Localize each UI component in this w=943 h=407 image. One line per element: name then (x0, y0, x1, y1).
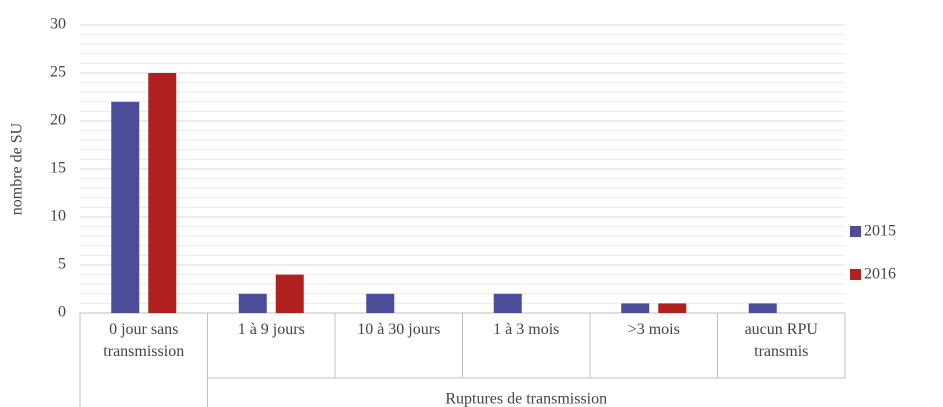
x-tick-label: 1 à 3 mois (493, 321, 560, 338)
y-tick-label: 10 (50, 208, 66, 225)
legend-label: 2015 (864, 223, 896, 240)
x-tick-label: 0 jour sans transmission (103, 321, 185, 360)
bar (748, 303, 777, 313)
bar (658, 303, 687, 313)
y-tick-label: 30 (50, 16, 66, 33)
y-tick-label: 0 (58, 304, 66, 321)
y-tick-label: 5 (58, 256, 66, 273)
legend-swatch (850, 226, 861, 237)
bar (238, 293, 267, 313)
x-tick-label: aucun RPU transmis (744, 321, 818, 360)
x-tick-label: 10 à 30 jours (357, 321, 441, 338)
y-tick-label: 25 (50, 64, 66, 81)
x-tick-label: 1 à 9 jours (237, 321, 305, 338)
y-tick-label: 15 (50, 160, 66, 177)
y-tick-label: 20 (50, 112, 66, 129)
bar (148, 73, 177, 313)
x-tick-label: >3 mois (627, 321, 680, 338)
y-axis-label: nombre de SU (9, 122, 26, 215)
bar (493, 293, 522, 313)
bar (366, 293, 395, 313)
bar (621, 303, 650, 313)
bar (275, 274, 304, 313)
legend-swatch (850, 269, 861, 280)
category-group-label: Ruptures de transmission (445, 391, 607, 407)
legend-label: 2016 (864, 266, 896, 283)
bar (111, 101, 140, 313)
